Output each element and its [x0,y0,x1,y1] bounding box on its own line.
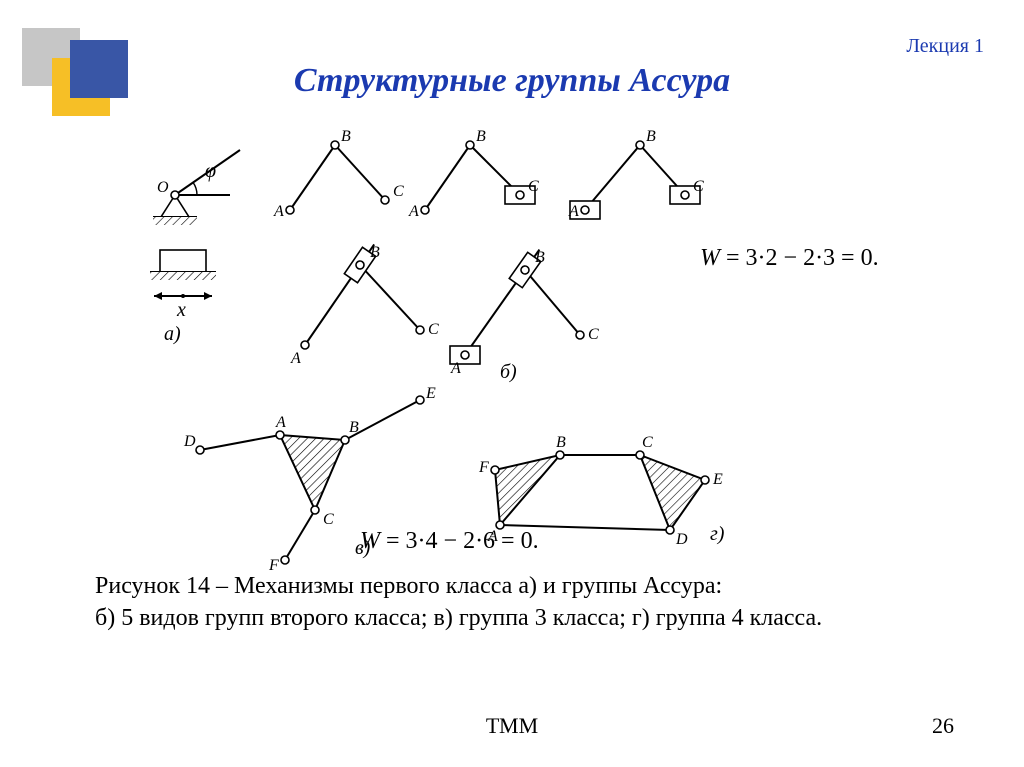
caption-line-2: б) 5 видов групп второго класса; в) груп… [95,605,822,631]
page-title: Структурные группы Ассура [0,62,1024,100]
svg-text:C: C [323,511,334,528]
svg-text:C: C [428,321,439,338]
svg-text:A: A [275,414,286,431]
svg-text:x: x [176,299,186,321]
svg-text:B: B [646,128,656,145]
svg-text:A: A [273,203,284,220]
equation-2: W = 3·4 − 2·6 = 0. [360,528,539,555]
svg-text:C: C [588,326,599,343]
svg-text:A: A [568,203,579,220]
assur-groups-diagram: Oφxа)ABCABCABCABCABCб)DABCEFв)FABCDEг) [130,140,890,550]
svg-text:C: C [693,178,704,195]
svg-text:A: A [450,360,461,377]
figure-caption: Рисунок 14 – Механизмы первого класса а)… [95,570,935,635]
svg-text:B: B [556,434,566,451]
svg-text:E: E [712,471,723,488]
svg-text:φ: φ [205,160,216,182]
svg-text:B: B [349,419,359,436]
footer-center: ТММ [0,713,1024,739]
svg-text:B: B [535,249,545,266]
caption-line-1: Рисунок 14 – Механизмы первого класса а)… [95,573,722,599]
svg-text:D: D [183,433,196,450]
svg-text:C: C [528,178,539,195]
svg-text:A: A [408,203,419,220]
svg-text:A: A [290,350,301,367]
svg-text:B: B [370,244,380,261]
svg-text:B: B [341,128,351,145]
svg-text:C: C [642,434,653,451]
svg-text:б): б) [500,361,517,383]
svg-text:C: C [393,183,404,200]
svg-text:B: B [476,128,486,145]
svg-text:O: O [157,179,169,196]
page-number: 26 [932,713,954,739]
svg-text:г): г) [710,523,725,545]
svg-text:F: F [478,459,489,476]
svg-text:E: E [425,385,436,402]
svg-text:а): а) [164,323,181,345]
svg-text:D: D [675,531,688,548]
equation-1: W = 3·2 − 2·3 = 0. [700,245,879,272]
lecture-number: Лекция 1 [906,35,984,58]
